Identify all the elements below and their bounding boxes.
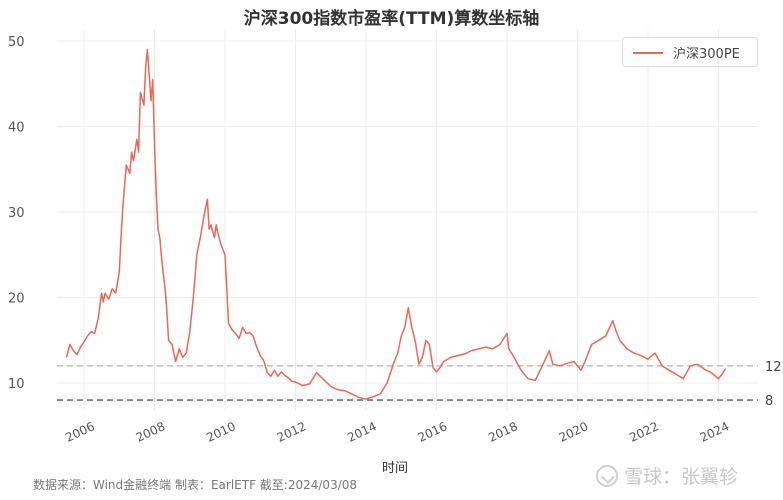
y-tick-label: 20 xyxy=(8,292,25,307)
x-tick-label: 2008 xyxy=(134,419,168,445)
y-tick-label: 50 xyxy=(8,35,25,50)
x-tick-label: 2020 xyxy=(557,419,591,445)
x-tick-label: 2024 xyxy=(698,419,732,445)
y-tick-label: 30 xyxy=(8,206,25,221)
x-tick-label: 2018 xyxy=(486,419,520,445)
x-gridlines xyxy=(83,30,719,410)
x-tick-label: 2016 xyxy=(416,419,450,445)
chart-title: 沪深300指数市盈率(TTM)算数坐标轴 xyxy=(243,9,540,29)
reference-line-label: 8 xyxy=(765,394,773,409)
source-footer: 数据来源：Wind金融终端 制表：EarlETF 截至:2024/03/08 xyxy=(33,478,358,492)
y-gridlines xyxy=(57,40,758,384)
legend-label: 沪深300PE xyxy=(673,47,740,62)
x-tick-label: 2022 xyxy=(627,419,661,445)
reference-line-label: 12 xyxy=(765,360,782,375)
x-tick-label: 2006 xyxy=(63,419,97,445)
watermark: 雪球：张翼轸 xyxy=(596,462,738,489)
x-axis-label: 时间 xyxy=(382,461,409,476)
pe-series-line xyxy=(65,48,727,400)
watermark-text: 雪球：张翼轸 xyxy=(624,466,739,488)
x-tick-label: 2012 xyxy=(275,419,309,445)
xueqiu-logo-icon xyxy=(596,465,618,487)
x-tick-label: 2014 xyxy=(345,419,379,445)
legend-line-swatch xyxy=(633,52,663,54)
y-tick-label: 40 xyxy=(8,121,25,136)
legend: 沪深300PE xyxy=(622,37,758,67)
x-axis-ticks: 2006 2008 2010 2012 2014 2016 2018 2020 2022 2024 xyxy=(63,419,731,445)
x-tick-label: 2010 xyxy=(204,419,238,445)
y-tick-label: 10 xyxy=(8,377,25,392)
reference-lines: 12 8 xyxy=(57,360,782,409)
y-axis-ticks: 10 20 30 40 50 xyxy=(8,35,25,392)
